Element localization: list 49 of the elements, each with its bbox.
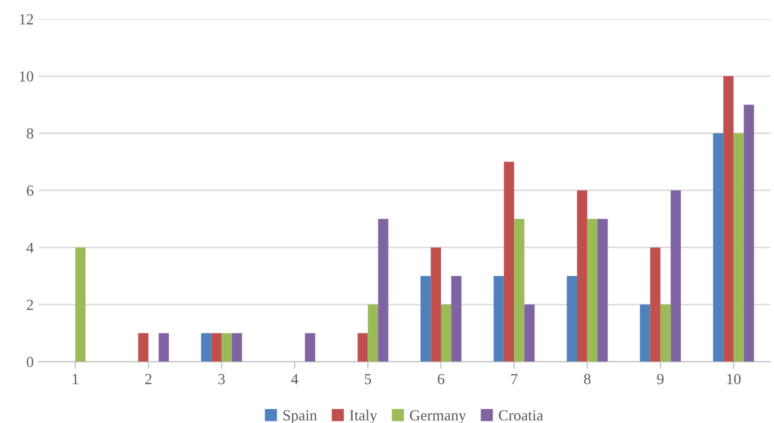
bar (577, 190, 588, 362)
x-tick-label: 10 (727, 374, 741, 384)
bar (524, 304, 535, 362)
bar (504, 162, 514, 362)
bar (420, 276, 431, 362)
bar (358, 333, 368, 362)
y-tick-label: 8 (26, 128, 34, 139)
bar (304, 333, 316, 362)
x-tick-label: 3 (218, 374, 225, 384)
bar (650, 247, 660, 362)
x-tick-label: 8 (584, 374, 591, 384)
bar (378, 218, 388, 362)
bar (451, 276, 462, 362)
x-tick-label: 2 (145, 374, 152, 384)
bar (494, 276, 504, 362)
x-tick-label: 9 (657, 374, 664, 384)
bar (660, 304, 671, 362)
x-tick-label: 5 (364, 374, 372, 384)
bar (640, 304, 650, 362)
bar (734, 133, 744, 362)
bar (587, 218, 598, 362)
y-tick-label: 6 (26, 186, 34, 196)
bar (723, 76, 734, 362)
x-tick-label: 6 (438, 374, 444, 384)
bar (158, 333, 169, 362)
x-tick-label: 1 (72, 374, 78, 384)
bar (440, 304, 452, 362)
y-tick-label: 4 (26, 242, 34, 253)
x-tick-label: 7 (511, 374, 518, 384)
bar (211, 333, 222, 362)
y-tick-label: 0 (26, 356, 34, 368)
bar (201, 333, 212, 362)
y-tick-label: 12 (20, 14, 33, 24)
bar (138, 333, 148, 362)
bar (368, 304, 378, 362)
bar (670, 190, 681, 362)
y-tick-label: 10 (20, 71, 34, 82)
y-tick-label: 2 (26, 300, 33, 310)
bar (222, 333, 232, 362)
bar (232, 333, 242, 362)
bar (566, 276, 578, 362)
bar (514, 218, 524, 362)
bar (430, 247, 441, 362)
bar (75, 247, 86, 362)
x-tick-label: 4 (291, 374, 298, 384)
bar (744, 104, 754, 362)
bar (713, 133, 724, 362)
legend-label: Croatia (498, 410, 544, 421)
bar (598, 218, 608, 362)
